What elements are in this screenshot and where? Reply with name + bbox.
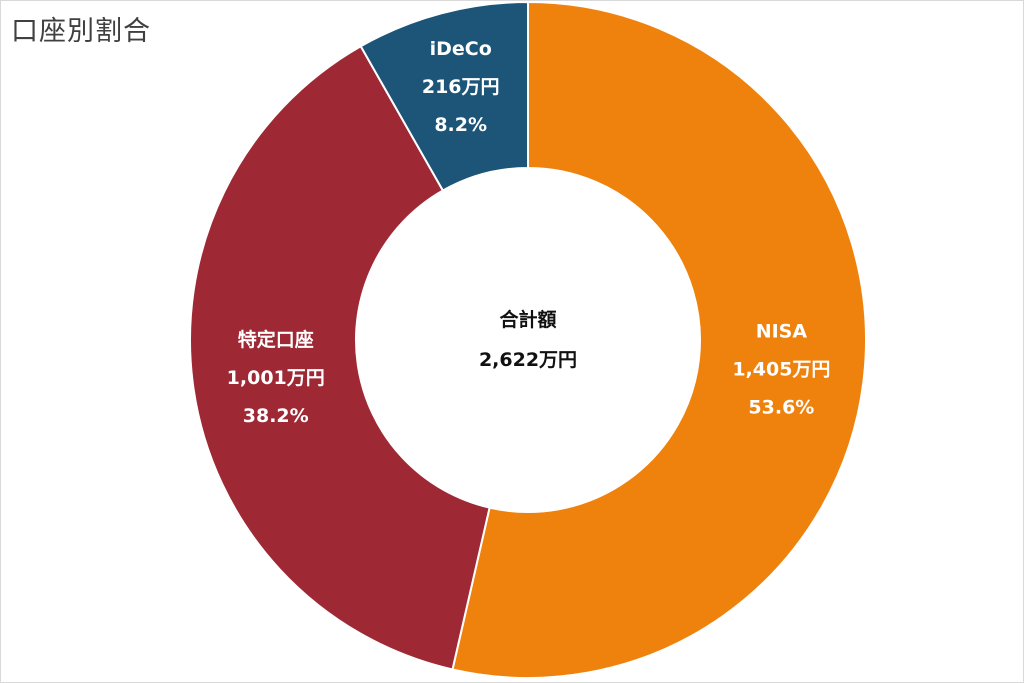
slice-label-name-0: NISA (756, 321, 808, 343)
slice-label-value-0: 1,405万円 (732, 359, 830, 381)
slice-label-percent-0: 53.6% (748, 397, 814, 419)
slice-0 (451, 1, 868, 679)
chart-title: 口座別割合 (11, 16, 151, 47)
slice-label-name-2: iDeCo (430, 38, 492, 60)
slice-label-value-2: 216万円 (422, 76, 500, 98)
slice-label-percent-1: 38.2% (243, 405, 309, 427)
slice-label-name-1: 特定口座 (238, 328, 314, 351)
slice-label-value-1: 1,001万円 (227, 367, 325, 389)
center-label: 合計額 (499, 308, 556, 331)
slice-label-percent-2: 8.2% (434, 114, 487, 136)
center-value: 2,622万円 (479, 349, 577, 371)
slice-1 (189, 44, 491, 671)
slice-2 (359, 1, 529, 192)
